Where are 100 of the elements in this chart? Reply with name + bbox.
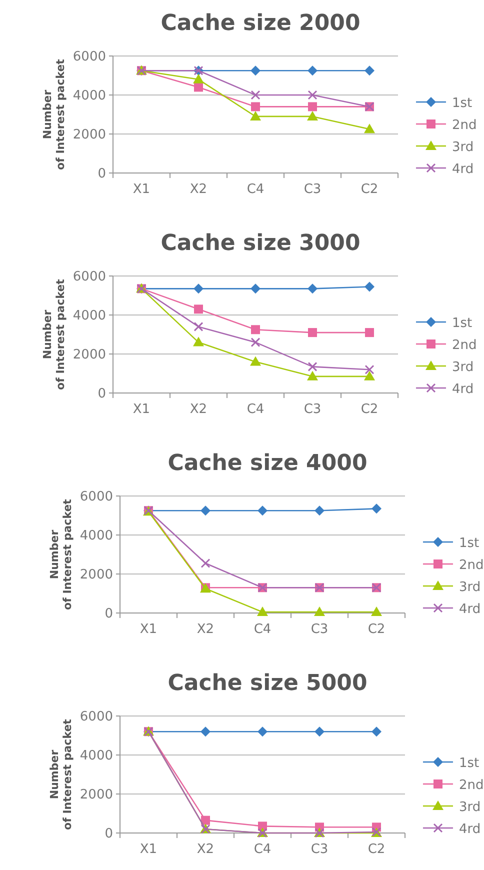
point [201, 816, 210, 825]
y-axis-title: Number of Interest packet [41, 59, 67, 170]
legend-label: 3rd [452, 140, 474, 155]
legend-label: 2nd [452, 118, 477, 133]
y-tick-label: 6000 [80, 710, 113, 724]
point [200, 558, 210, 568]
x-tick-label: C4 [254, 622, 272, 637]
y-tick-label: 2000 [72, 348, 106, 362]
point [258, 506, 268, 516]
legend-label: 2nd [459, 558, 484, 573]
point [314, 506, 324, 516]
y-axis-title: Number of Interest packet [48, 499, 74, 610]
x-tick-label: X1 [140, 622, 158, 637]
point [307, 110, 318, 120]
x-tick-label: C3 [310, 842, 328, 857]
point [364, 364, 374, 374]
point [258, 726, 268, 737]
y-tick-label: 4000 [72, 88, 106, 104]
x-tick-label: C4 [246, 182, 264, 197]
y-tick-label: 0 [104, 826, 113, 842]
point [250, 110, 261, 120]
x-tick-label: C2 [368, 622, 386, 637]
legend-label: 3rd [459, 580, 481, 595]
x-tick-label: X1 [132, 402, 150, 417]
y-tick-label: 2000 [72, 128, 106, 142]
y-tick-label: 6000 [72, 50, 106, 64]
x-tick-label: X2 [190, 402, 208, 417]
legend-label: 4rd [452, 382, 474, 397]
point [308, 328, 317, 338]
legend-label: 4rd [459, 602, 481, 617]
x-tick-label: C4 [254, 842, 272, 857]
point [314, 726, 324, 737]
y-tick-label: 2000 [80, 788, 113, 802]
x-tick-label: X2 [196, 622, 214, 637]
legend-label: 3rd [452, 360, 474, 375]
point [250, 284, 260, 294]
point [194, 304, 203, 314]
x-tick-label: C2 [368, 842, 386, 857]
x-tick-label: X1 [132, 182, 150, 197]
point [251, 325, 260, 334]
chart-title: Cache size 4000 [168, 451, 368, 476]
x-tick-label: C2 [360, 182, 378, 197]
point [250, 66, 260, 76]
point [257, 606, 268, 616]
point [250, 338, 260, 348]
y-tick-label: 4000 [80, 528, 113, 544]
point [251, 102, 260, 112]
legend-label: 1st [459, 756, 480, 771]
point [308, 90, 318, 100]
point [250, 356, 261, 366]
point [193, 74, 204, 84]
y-tick-label: 2000 [80, 568, 113, 582]
chart-title: Cache size 5000 [168, 671, 368, 696]
point [372, 504, 382, 514]
point [364, 124, 375, 134]
x-tick-label: X1 [140, 842, 158, 857]
x-tick-label: X2 [196, 842, 214, 857]
point [308, 66, 318, 76]
x-tick-label: C3 [310, 622, 328, 637]
point [194, 322, 204, 332]
point [308, 362, 318, 372]
y-tick-label: 4000 [72, 308, 106, 324]
y-tick-label: 0 [98, 166, 106, 182]
point [371, 606, 382, 616]
point [314, 606, 325, 616]
y-tick-label: 6000 [72, 270, 106, 284]
x-tick-label: X2 [190, 182, 208, 197]
point [364, 370, 375, 380]
x-tick-label: C3 [304, 402, 322, 417]
point [200, 506, 210, 516]
point [193, 336, 204, 346]
point [372, 726, 382, 737]
chart-title: Cache size 2000 [160, 11, 360, 36]
point [364, 66, 374, 76]
legend-label: 3rd [459, 800, 481, 815]
x-tick-label: C4 [246, 402, 264, 417]
point [365, 328, 374, 338]
legend-label: 2nd [459, 778, 484, 793]
chart-title: Cache size 3000 [160, 231, 360, 256]
y-tick-label: 0 [98, 386, 106, 402]
point [308, 284, 318, 294]
legend-label: 1st [452, 96, 472, 111]
y-axis-title: Number of Interest packet [41, 279, 67, 390]
point [364, 282, 374, 292]
legend-label: 1st [452, 316, 472, 331]
legend-label: 4rd [459, 822, 481, 837]
legend-label: 4rd [452, 162, 474, 177]
y-tick-label: 4000 [80, 748, 113, 764]
point [307, 370, 318, 380]
y-tick-label: 0 [104, 606, 113, 622]
point [308, 102, 317, 112]
x-tick-label: C2 [360, 402, 378, 417]
legend-label: 2nd [452, 338, 477, 353]
y-tick-label: 6000 [80, 490, 113, 504]
point [194, 284, 204, 294]
point [200, 726, 210, 737]
legend-label: 1st [459, 536, 480, 551]
x-tick-label: C3 [304, 182, 322, 197]
y-axis-title: Number of Interest packet [48, 719, 74, 830]
point [250, 90, 260, 100]
